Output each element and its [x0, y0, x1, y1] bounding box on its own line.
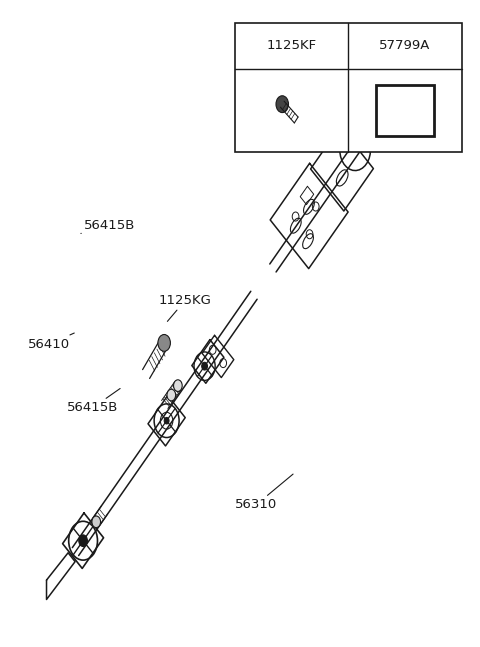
Bar	[376, 85, 434, 136]
Text: 57799A: 57799A	[379, 39, 431, 52]
Text: 56415B: 56415B	[81, 219, 135, 234]
Circle shape	[164, 417, 169, 424]
Circle shape	[92, 516, 100, 528]
Text: 56410: 56410	[28, 333, 74, 351]
Text: 56310: 56310	[235, 474, 293, 511]
Circle shape	[79, 535, 87, 547]
Circle shape	[174, 380, 182, 391]
Bar	[235, 23, 462, 152]
Text: 1125KG: 1125KG	[158, 294, 211, 322]
Text: 56415B: 56415B	[67, 388, 120, 414]
Text: 1125KF: 1125KF	[267, 39, 317, 52]
Circle shape	[167, 389, 176, 401]
Circle shape	[158, 334, 170, 351]
Circle shape	[202, 362, 207, 370]
Circle shape	[276, 96, 288, 113]
